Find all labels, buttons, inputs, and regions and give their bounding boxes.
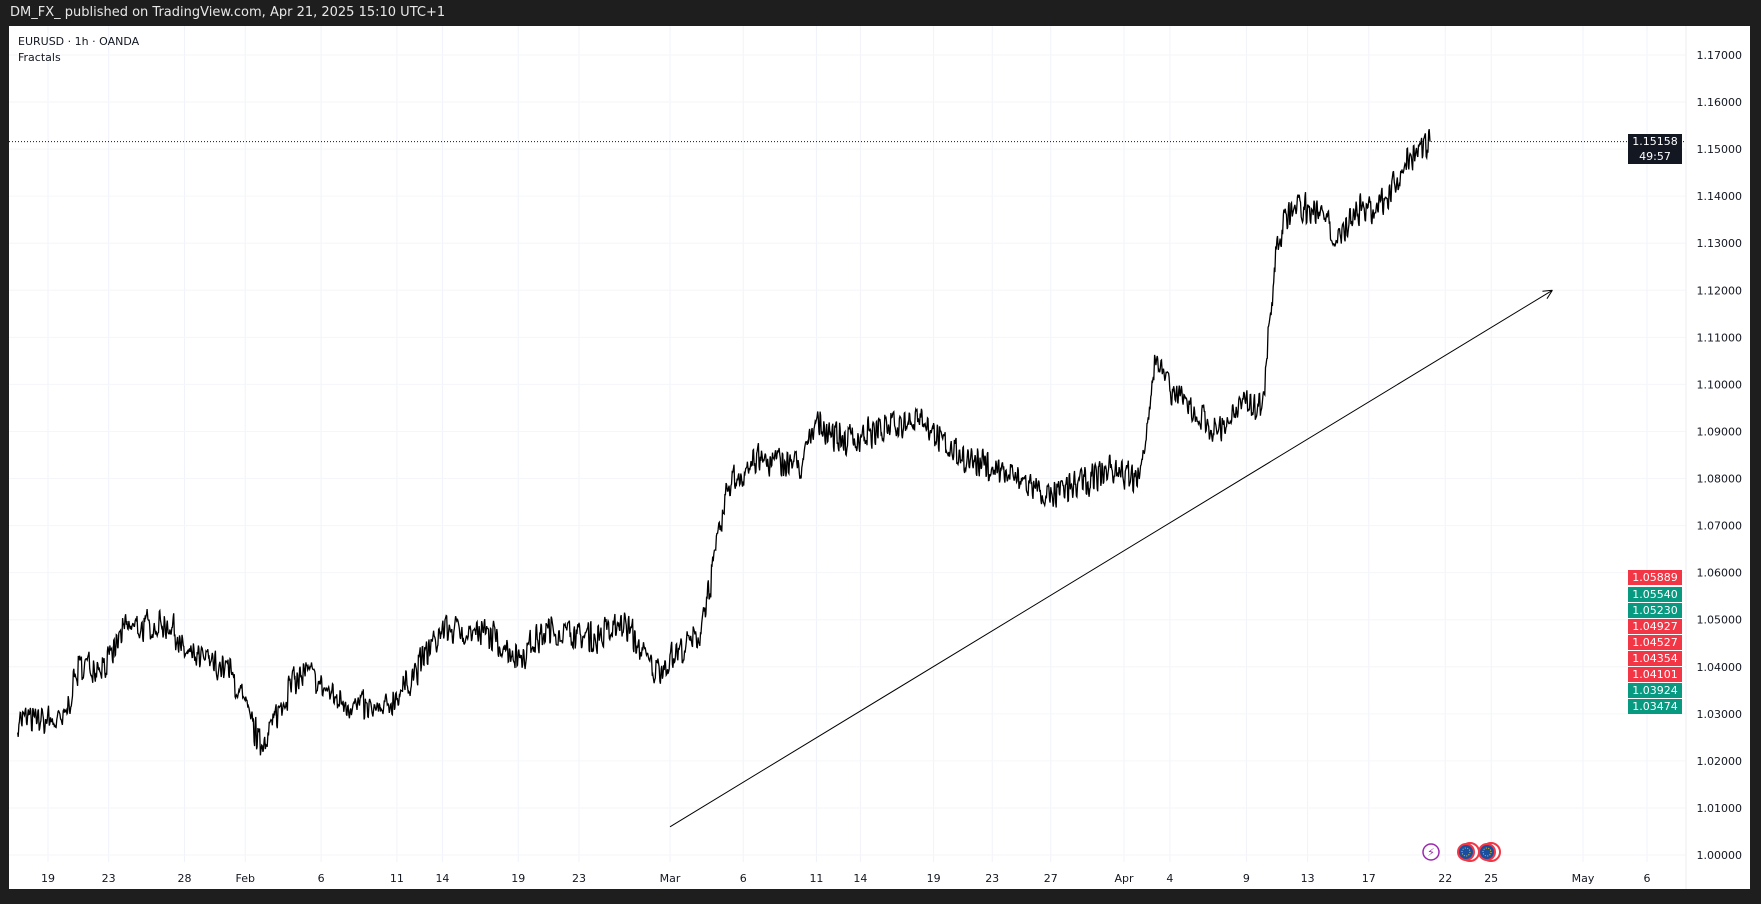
y-tick-label: 1.07000 <box>1697 520 1743 533</box>
y-tick-label: 1.01000 <box>1697 802 1743 815</box>
x-tick-label: 6 <box>1644 872 1651 885</box>
x-tick-label: 19 <box>927 872 941 885</box>
x-tick-label: 14 <box>435 872 449 885</box>
current-price-value: 1.15158 <box>1632 134 1678 148</box>
indicator-label[interactable]: Fractals <box>18 51 61 64</box>
y-tick-label: 1.12000 <box>1697 284 1743 297</box>
y-tick-label: 1.13000 <box>1697 237 1743 250</box>
x-tick-label: 6 <box>740 872 747 885</box>
y-tick-label: 1.06000 <box>1697 567 1743 580</box>
current-price-badge: 1.15158 49:57 <box>1628 133 1682 164</box>
x-tick-label: 13 <box>1301 872 1315 885</box>
y-tick-label: 1.17000 <box>1697 49 1743 62</box>
x-tick-label: 11 <box>390 872 404 885</box>
fractal-price-badge: 1.04101 <box>1628 666 1682 682</box>
y-tick-label: 1.16000 <box>1697 96 1743 109</box>
y-tick-label: 1.10000 <box>1697 378 1743 391</box>
x-tick-label: 17 <box>1362 872 1376 885</box>
x-tick-label: 9 <box>1243 872 1250 885</box>
x-tick-label: 11 <box>809 872 823 885</box>
x-tick-label: Apr <box>1114 872 1134 885</box>
arrow-head-icon <box>1542 289 1553 292</box>
fractal-price-badge: 1.05889 <box>1628 570 1682 586</box>
x-tick-label: 27 <box>1044 872 1058 885</box>
chart-panel[interactable] <box>9 26 1750 889</box>
x-tick-label: 22 <box>1438 872 1452 885</box>
fractal-price-badge: 1.04927 <box>1628 618 1682 634</box>
y-tick-label: 1.02000 <box>1697 755 1743 768</box>
x-tick-label: 6 <box>318 872 325 885</box>
x-tick-label: Mar <box>660 872 681 885</box>
fractal-price-badge: 1.05540 <box>1628 586 1682 602</box>
y-tick-label: 1.11000 <box>1697 331 1743 344</box>
eu-flag-icon <box>1478 843 1496 861</box>
y-tick-label: 1.05000 <box>1697 614 1743 627</box>
countdown: 49:57 <box>1639 149 1671 163</box>
x-tick-label: 19 <box>511 872 525 885</box>
y-tick-label: 1.00000 <box>1697 849 1743 862</box>
fractal-price-badge: 1.04527 <box>1628 634 1682 650</box>
eu-flag-icon <box>1482 847 1492 857</box>
y-tick-label: 1.03000 <box>1697 708 1743 721</box>
x-tick-label: 14 <box>853 872 867 885</box>
y-tick-label: 1.15000 <box>1697 143 1743 156</box>
x-tick-label: May <box>1572 872 1595 885</box>
eu-flag-icon <box>1461 847 1471 857</box>
lightning-icon <box>1422 843 1440 861</box>
fractal-price-badge: 1.04354 <box>1628 650 1682 666</box>
symbol-label[interactable]: EURUSD · 1h · OANDA <box>18 35 140 48</box>
x-tick-label: 23 <box>985 872 999 885</box>
y-tick-label: 1.14000 <box>1697 190 1743 203</box>
x-tick-label: 23 <box>572 872 586 885</box>
x-tick-label: 25 <box>1484 872 1498 885</box>
published-header: DM_FX_ published on TradingView.com, Apr… <box>10 5 446 20</box>
x-tick-label: 23 <box>102 872 116 885</box>
chart-legend: EURUSD · 1h · OANDA Fractals <box>18 34 139 66</box>
arrow-head-icon <box>1546 290 1553 299</box>
fractal-price-badge: 1.03474 <box>1628 698 1682 714</box>
lightning-icon: ⚡ <box>1427 846 1435 859</box>
fractal-price-badge: 1.03924 <box>1628 682 1682 698</box>
trend-arrow-line[interactable] <box>669 289 1553 828</box>
fractal-price-badge: 1.05230 <box>1628 602 1682 618</box>
x-tick-label: 28 <box>178 872 192 885</box>
price-line <box>17 129 1431 756</box>
eu-flag-icon <box>1457 843 1475 861</box>
x-tick-label: 4 <box>1166 872 1173 885</box>
y-tick-label: 1.08000 <box>1697 473 1743 486</box>
y-tick-label: 1.04000 <box>1697 661 1743 674</box>
x-tick-label: Feb <box>235 872 254 885</box>
y-tick-label: 1.09000 <box>1697 425 1743 438</box>
x-tick-label: 19 <box>41 872 55 885</box>
